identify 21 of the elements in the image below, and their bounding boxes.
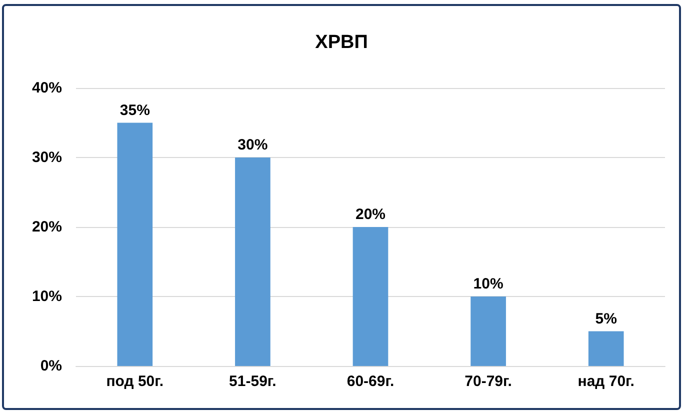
y-tick-label: 0% (40, 358, 62, 374)
y-tick-label: 20% (32, 218, 62, 236)
y-tick-label: 10% (32, 288, 62, 305)
y-tick-label: 30% (32, 149, 62, 166)
data-label: 35% (120, 102, 150, 119)
bar (235, 158, 270, 366)
x-tick-label: 60-69г. (346, 373, 394, 390)
x-tick-label: над 70г. (578, 373, 634, 390)
bar (352, 227, 388, 366)
y-tick-label: 40% (32, 80, 62, 96)
x-tick-label: 70-79г. (464, 373, 512, 390)
chart-title: ХРВП (315, 32, 368, 53)
data-label: 20% (355, 206, 386, 223)
x-tick-label: под 50г. (106, 373, 164, 390)
x-tick-label: 51-59г. (229, 373, 276, 390)
bar (588, 331, 624, 366)
data-label: 5% (595, 310, 617, 328)
bar (117, 122, 153, 366)
data-label: 30% (238, 136, 268, 154)
data-label: 10% (473, 276, 504, 292)
bar (470, 296, 506, 366)
